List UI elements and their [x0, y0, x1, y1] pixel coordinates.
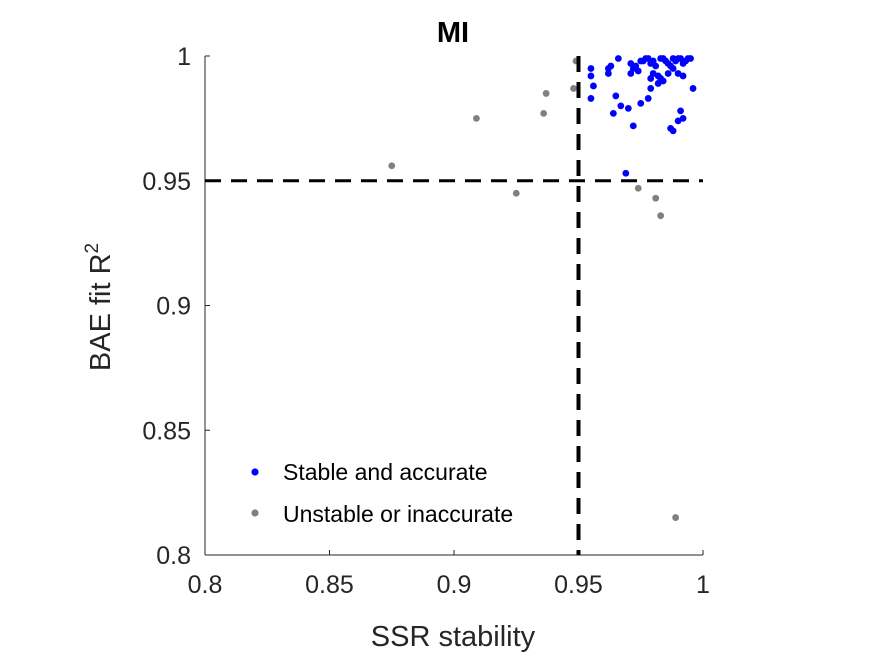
data-point [590, 82, 597, 90]
data-point [647, 85, 655, 92]
x-tick-label: 0.8 [188, 571, 223, 599]
data-point [540, 109, 548, 117]
data-point [687, 55, 694, 62]
plot-area [388, 55, 697, 521]
data-point [388, 162, 396, 170]
data-point [679, 114, 687, 122]
data-point [473, 114, 480, 122]
x-axis-label: SSR stability [371, 621, 536, 653]
data-point [587, 95, 595, 102]
y-axis-label-main: BAE fit R [85, 253, 117, 371]
y-tick-label: 0.8 [156, 542, 191, 570]
y-axis-label-superscript: 2 [82, 243, 103, 254]
data-point [677, 107, 684, 115]
data-point [644, 95, 652, 102]
x-tick-label: 0.9 [437, 571, 472, 599]
data-point [634, 184, 642, 192]
y-axis-label: BAE fit R2 [82, 243, 117, 371]
data-point [587, 65, 595, 72]
y-ticks: 0.8 0.85 0.9 0.95 1 [142, 43, 210, 570]
x-tick-label: 1 [696, 571, 710, 599]
data-point [637, 100, 645, 107]
series-stable-accurate [587, 55, 697, 177]
data-point [654, 80, 662, 87]
x-ticks: 0.8 0.85 0.9 0.95 1 [188, 550, 710, 599]
data-point [587, 72, 595, 80]
y-tick-label: 1 [177, 43, 191, 71]
legend-marker-stable [251, 468, 259, 476]
data-point [542, 90, 550, 97]
data-point [624, 104, 632, 112]
y-tick-label: 0.9 [156, 293, 191, 321]
legend: Stable and accurate Unstable or inaccura… [251, 459, 513, 527]
y-tick-label: 0.85 [142, 417, 191, 445]
x-tick-label: 0.95 [554, 571, 603, 599]
data-point [657, 212, 665, 220]
data-point [570, 85, 577, 92]
data-point [647, 75, 655, 82]
data-point [674, 70, 682, 77]
x-tick-label: 0.85 [305, 571, 354, 599]
data-point [617, 102, 625, 110]
chart-title: MI [437, 17, 469, 49]
data-point [604, 70, 612, 77]
data-point [512, 189, 520, 197]
y-tick-label: 0.95 [142, 168, 191, 196]
data-point [664, 70, 672, 77]
legend-marker-unstable [251, 509, 259, 517]
data-point [622, 169, 630, 177]
data-point [629, 122, 637, 130]
data-point [614, 55, 622, 62]
legend-label-stable: Stable and accurate [283, 459, 488, 485]
data-point [609, 109, 617, 117]
data-point [652, 62, 660, 70]
data-point [672, 514, 680, 521]
data-point [689, 85, 697, 92]
data-point [634, 67, 642, 75]
data-point [652, 194, 660, 202]
data-point [669, 127, 677, 135]
data-point [607, 62, 615, 70]
series-unstable-inaccurate [388, 57, 680, 521]
legend-label-unstable: Unstable or inaccurate [283, 501, 513, 527]
data-point [669, 65, 677, 72]
data-point [612, 92, 620, 100]
